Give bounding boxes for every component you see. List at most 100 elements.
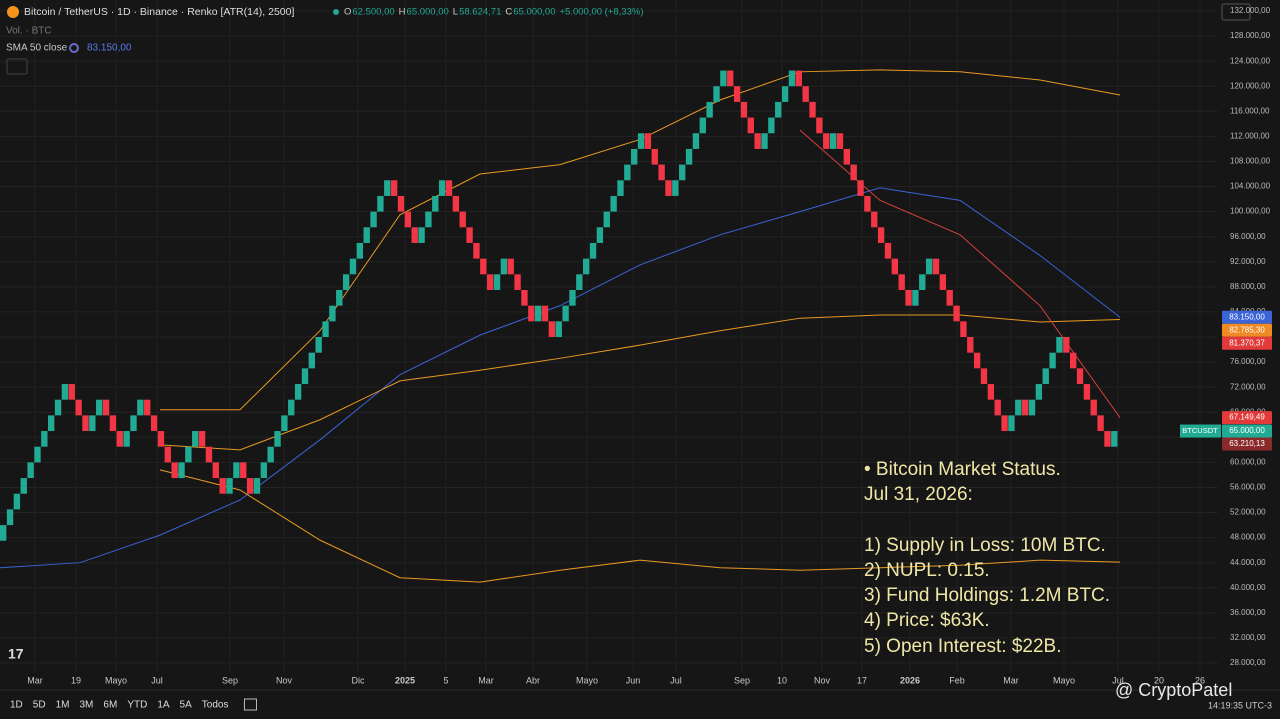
x-tick-label: 20	[1154, 675, 1164, 685]
price-tag	[1222, 411, 1272, 425]
renko-brick	[480, 258, 487, 275]
renko-brick	[1097, 415, 1104, 432]
ohlc-value: 65.000,00	[407, 7, 449, 18]
renko-brick	[925, 258, 933, 275]
renko-brick	[795, 70, 802, 87]
chart-title: Bitcoin / TetherUS · 1D · Binance · Renk…	[24, 6, 294, 18]
renko-brick	[727, 70, 734, 87]
ohlc-key: L	[453, 7, 458, 18]
renko-brick	[816, 117, 823, 134]
x-tick-label: Jul	[151, 675, 163, 685]
renko-brick	[891, 258, 899, 275]
x-tick-label: Mayo	[1053, 675, 1075, 685]
renko-brick	[521, 289, 528, 306]
ohlc-change: +5.000,00 (+8,33%)	[560, 7, 644, 18]
range-button[interactable]: 6M	[103, 700, 117, 711]
renko-brick	[939, 274, 947, 290]
collapse-button[interactable]	[6, 58, 28, 75]
x-tick-label: Sep	[734, 675, 750, 685]
symbol-tag	[1180, 424, 1221, 438]
renko-brick	[397, 195, 405, 212]
renko-brick	[123, 431, 130, 447]
y-tick-label: 96.000,00	[1230, 232, 1266, 241]
range-button[interactable]: 3M	[80, 700, 94, 711]
range-button[interactable]: 1M	[56, 700, 70, 711]
renko-brick	[809, 101, 816, 118]
btc-icon	[7, 6, 19, 18]
renko-brick	[336, 289, 343, 306]
renko-brick	[48, 415, 55, 432]
y-tick-label: 36.000,00	[1230, 608, 1266, 617]
renko-brick	[1035, 384, 1043, 400]
renko-brick	[905, 289, 912, 306]
range-button[interactable]: Todos	[202, 700, 229, 711]
renko-brick	[658, 164, 665, 181]
range-button[interactable]: 1D	[10, 700, 23, 711]
price-tag-label: 65.000,00	[1229, 426, 1265, 435]
range-button[interactable]: 1A	[157, 700, 170, 711]
renko-brick	[912, 289, 919, 306]
ohlc-value: 65.000,00	[513, 7, 555, 18]
renko-brick	[1001, 415, 1008, 432]
renko-brick	[589, 242, 597, 259]
renko-brick	[452, 195, 460, 212]
annotation-line: 5) Open Interest: $22B.	[864, 636, 1062, 657]
renko-brick	[13, 493, 21, 510]
renko-brick	[967, 337, 974, 353]
renko-brick	[315, 337, 322, 353]
y-tick-label: 132.000,00	[1230, 6, 1271, 15]
range-button[interactable]: 5A	[180, 700, 193, 711]
y-tick-label: 120.000,00	[1230, 81, 1271, 90]
currency-box[interactable]	[1221, 3, 1251, 21]
indicator-icon	[69, 43, 79, 53]
renko-brick	[27, 462, 34, 479]
y-tick-label: 52.000,00	[1230, 508, 1266, 517]
x-tick-label: Abr	[526, 675, 540, 685]
renko-brick	[1042, 368, 1049, 385]
renko-brick	[768, 117, 775, 134]
indicator-line	[159, 469, 1121, 583]
y-tick-label: 104.000,00	[1230, 182, 1271, 191]
renko-brick	[562, 305, 569, 322]
renko-brick	[82, 415, 89, 432]
renko-brick	[1056, 337, 1063, 353]
volume-label: Vol. · BTC	[6, 26, 52, 37]
renko-brick	[1063, 337, 1070, 353]
price-tag-label: 83.150,00	[1229, 312, 1265, 321]
y-tick-label: 108.000,00	[1230, 157, 1271, 166]
indicator-line	[159, 314, 1121, 451]
renko-brick	[96, 399, 103, 416]
symbol-tag-label: BTCUSDT	[1182, 426, 1218, 435]
renko-brick	[877, 227, 885, 243]
renko-brick	[514, 274, 521, 290]
renko-brick	[507, 258, 514, 275]
y-tick-label: 128.000,00	[1230, 31, 1271, 40]
renko-brick	[301, 368, 309, 385]
price-tag	[1222, 437, 1272, 451]
date-range-button[interactable]	[243, 698, 257, 711]
toolbar: 1D 5D 1M 3M 6M YTD 1A 5A Todos 14:19:35 UTC-3	[10, 698, 1272, 711]
ohlc-key: O	[344, 7, 351, 18]
renko-brick	[644, 133, 652, 149]
range-button[interactable]: YTD	[127, 700, 147, 711]
renko-brick	[637, 133, 645, 149]
renko-brick	[932, 258, 940, 275]
renko-brick	[843, 148, 851, 165]
renko-brick	[445, 180, 453, 196]
renko-brick	[754, 133, 761, 149]
renko-brick	[699, 117, 706, 134]
renko-brick	[747, 117, 754, 134]
renko-brick	[836, 133, 844, 149]
range-button[interactable]: 5D	[33, 700, 46, 711]
renko-brick	[946, 289, 953, 306]
renko-brick	[486, 274, 494, 290]
renko-brick	[685, 148, 693, 165]
renko-brick	[438, 180, 446, 196]
renko-brick	[377, 195, 384, 212]
renko-brick	[987, 384, 995, 400]
renko-brick	[0, 525, 7, 541]
renko-brick	[733, 86, 741, 102]
renko-brick	[713, 86, 720, 102]
renko-brick	[418, 227, 425, 243]
